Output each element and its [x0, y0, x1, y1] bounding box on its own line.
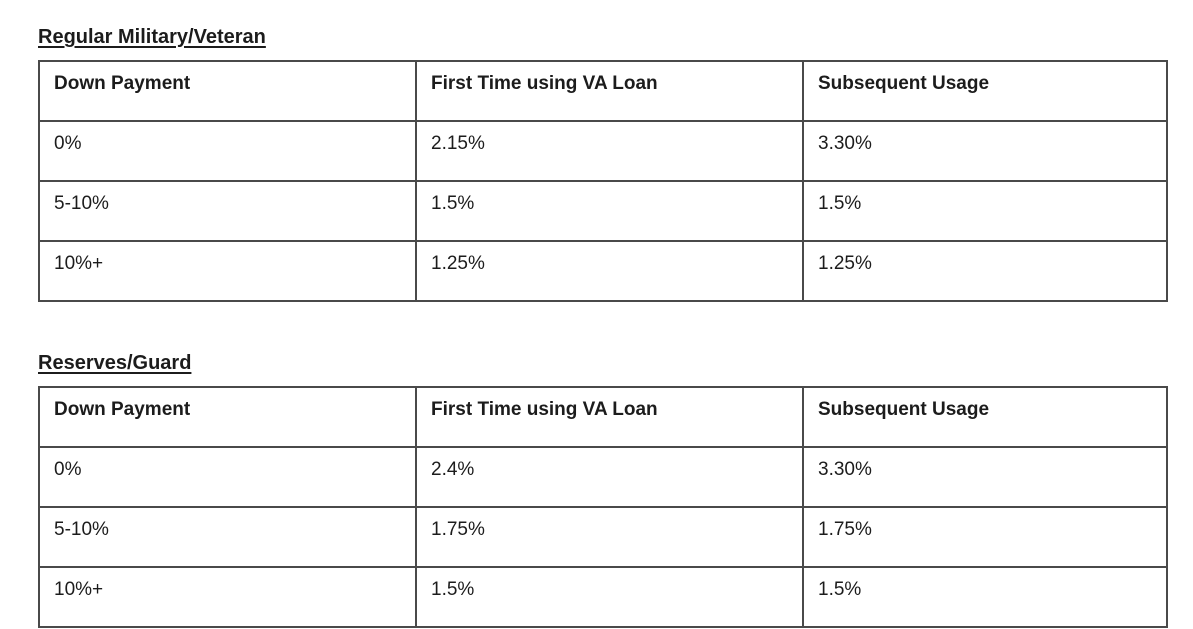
cell-down-payment: 5-10%	[38, 180, 417, 242]
table-header-row: Down Payment First Time using VA Loan Su…	[38, 386, 1168, 448]
header-down-payment: Down Payment	[38, 386, 417, 448]
table-row: 10%+ 1.25% 1.25%	[38, 240, 1168, 302]
cell-first-time-fee: 2.4%	[415, 446, 804, 508]
cell-subsequent-fee: 3.30%	[802, 446, 1168, 508]
cell-down-payment: 10%+	[38, 240, 417, 302]
cell-first-time-fee: 1.5%	[415, 180, 804, 242]
cell-subsequent-fee: 1.5%	[802, 566, 1168, 628]
cell-first-time-fee: 1.5%	[415, 566, 804, 628]
header-down-payment: Down Payment	[38, 60, 417, 122]
section-regular-military-veteran: Regular Military/Veteran Down Payment Fi…	[38, 26, 1193, 302]
cell-subsequent-fee: 1.5%	[802, 180, 1168, 242]
cell-subsequent-fee: 1.75%	[802, 506, 1168, 568]
cell-down-payment: 5-10%	[38, 506, 417, 568]
regular-military-veteran-fee-table: Down Payment First Time using VA Loan Su…	[38, 60, 1168, 302]
cell-down-payment: 0%	[38, 120, 417, 182]
table-row: 5-10% 1.5% 1.5%	[38, 180, 1168, 242]
table-title-reserves-guard: Reserves/Guard	[38, 352, 192, 374]
cell-down-payment: 10%+	[38, 566, 417, 628]
table-title-regular-military-veteran: Regular Military/Veteran	[38, 26, 266, 48]
cell-subsequent-fee: 1.25%	[802, 240, 1168, 302]
header-first-time-using-va-loan: First Time using VA Loan	[415, 60, 804, 122]
table-row: 5-10% 1.75% 1.75%	[38, 506, 1168, 568]
cell-first-time-fee: 2.15%	[415, 120, 804, 182]
cell-down-payment: 0%	[38, 446, 417, 508]
reserves-guard-fee-table: Down Payment First Time using VA Loan Su…	[38, 386, 1168, 628]
cell-subsequent-fee: 3.30%	[802, 120, 1168, 182]
table-row: 0% 2.15% 3.30%	[38, 120, 1168, 182]
section-reserves-guard: Reserves/Guard Down Payment First Time u…	[38, 352, 1193, 628]
table-row: 10%+ 1.5% 1.5%	[38, 566, 1168, 628]
cell-first-time-fee: 1.75%	[415, 506, 804, 568]
header-subsequent-usage: Subsequent Usage	[802, 60, 1168, 122]
header-first-time-using-va-loan: First Time using VA Loan	[415, 386, 804, 448]
table-row: 0% 2.4% 3.30%	[38, 446, 1168, 508]
table-header-row: Down Payment First Time using VA Loan Su…	[38, 60, 1168, 122]
cell-first-time-fee: 1.25%	[415, 240, 804, 302]
header-subsequent-usage: Subsequent Usage	[802, 386, 1168, 448]
